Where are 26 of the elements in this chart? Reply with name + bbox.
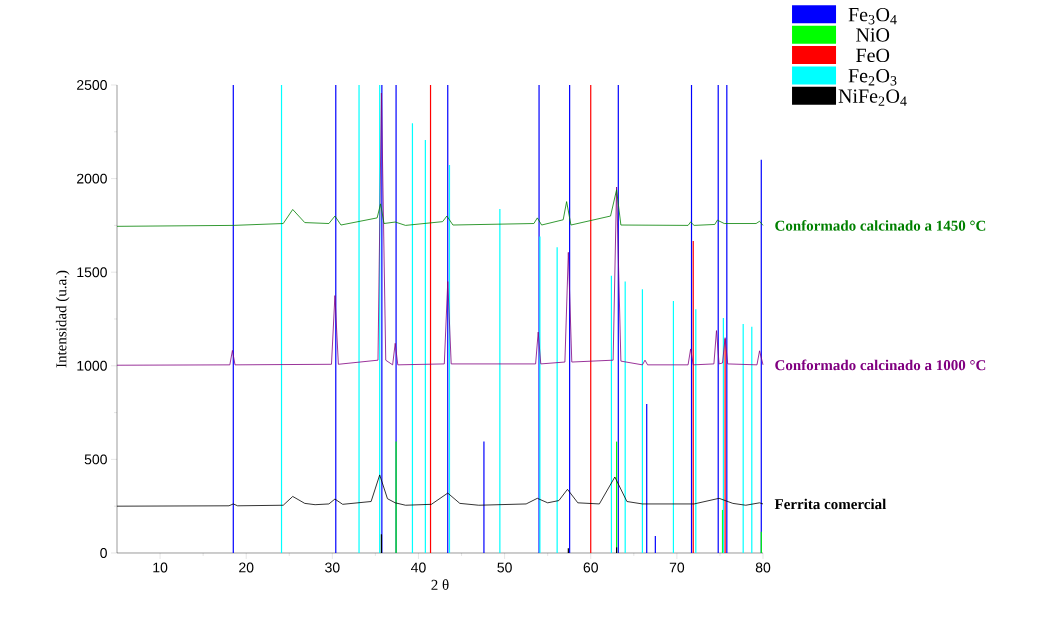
x-tick-label: 80 (755, 562, 771, 573)
legend-label: FeO (856, 48, 890, 63)
y-tick-label: 1500 (77, 267, 107, 278)
x-tick-label: 30 (325, 562, 340, 573)
x-tick-label: 70 (669, 562, 685, 573)
legend-label: Fe$_{2}$O$_{3}$ (848, 69, 897, 86)
series-label: Ferrita comercial (774, 498, 887, 510)
legend-label: Fe$_{3}$O$_{4}$ (848, 7, 897, 25)
x-tick-label: 50 (497, 562, 512, 573)
x-tick-label: 60 (583, 562, 598, 573)
y-tick-label: 1000 (77, 360, 107, 371)
x-tick-label: 20 (239, 562, 254, 573)
y-tick-label: 2500 (77, 80, 107, 90)
series-label: Conformado calcinado a 1000 °C (775, 359, 986, 371)
x-axis-title: 2 θ (431, 579, 449, 590)
y-tick-label: 500 (84, 454, 107, 465)
x-tick-label: 10 (153, 562, 168, 573)
line-series (116, 92, 764, 366)
line-series (116, 189, 764, 227)
y-tick-label: 0 (100, 548, 107, 558)
legend-label: NiFe$_{2}$O$_{4}$ (838, 89, 907, 106)
y-tick-label: 2000 (77, 173, 107, 184)
x-tick-label: 40 (411, 562, 426, 573)
legend-label: NiO (856, 28, 890, 42)
series-label: Conformado calcinado a 1450 °C (775, 220, 986, 231)
y-axis-title: Intensidad (u.a.) (55, 270, 70, 368)
